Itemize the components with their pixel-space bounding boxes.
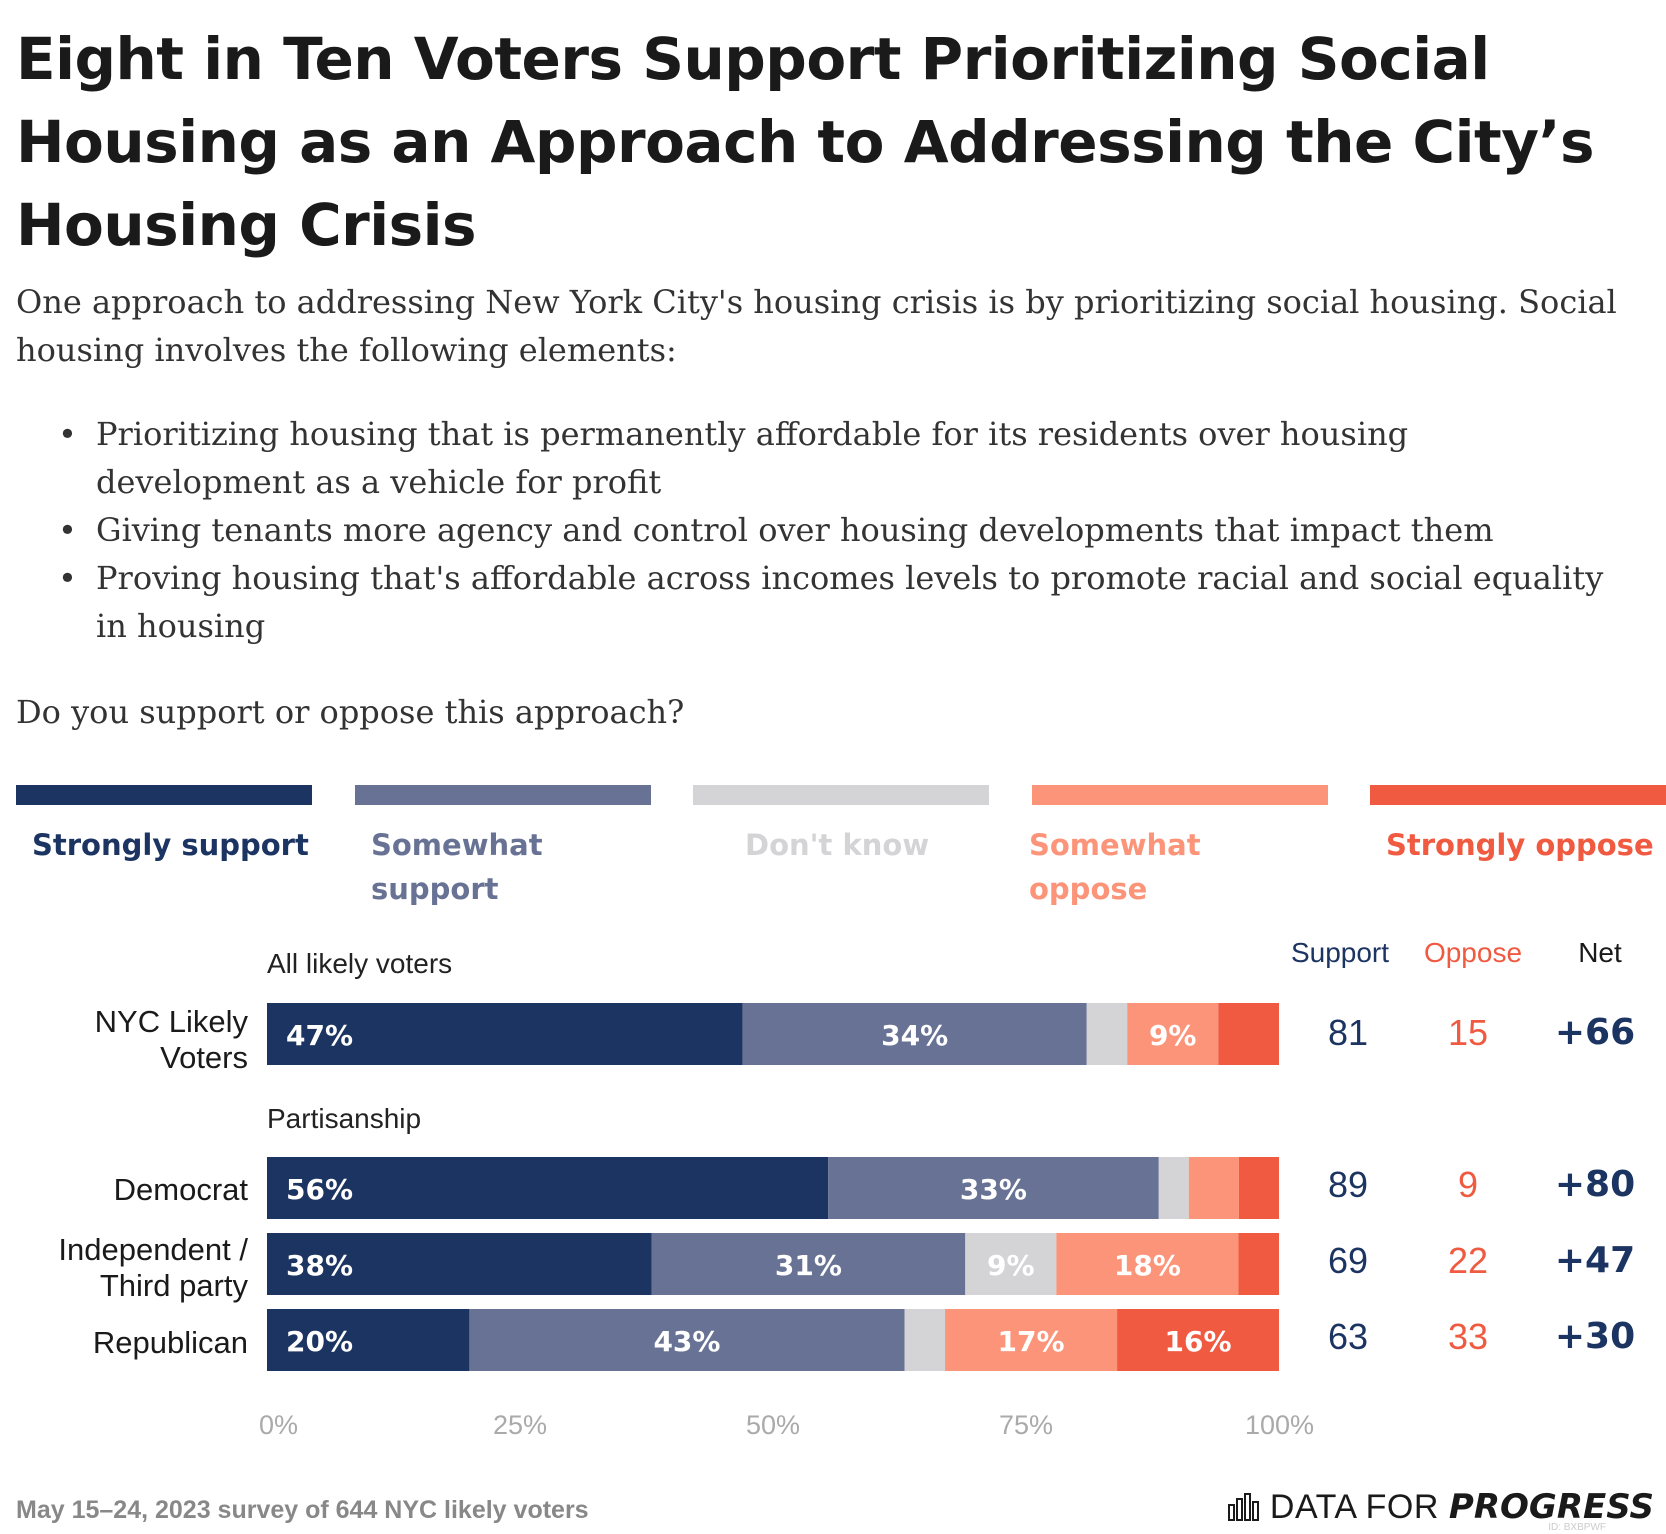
bar-segment-somewhat-support bbox=[469, 1309, 905, 1371]
bar-data-label: 38% bbox=[286, 1249, 353, 1282]
bar-segment-strongly-oppose bbox=[1117, 1309, 1279, 1371]
bar-data-label: 43% bbox=[653, 1325, 720, 1358]
legend-label: Don't know bbox=[745, 828, 930, 862]
bar-data-label: 9% bbox=[1149, 1019, 1197, 1052]
support-value: 89 bbox=[1327, 1164, 1369, 1205]
bar-data-label: 16% bbox=[1165, 1325, 1232, 1358]
bullet-list: Prioritizing housing that is permanently… bbox=[50, 410, 1610, 650]
x-tick-label: 75% bbox=[999, 1410, 1053, 1440]
bar-data-label: 18% bbox=[1114, 1249, 1181, 1282]
oppose-value: 33 bbox=[1447, 1316, 1489, 1357]
legend-strongly-oppose: Strongly oppose bbox=[1370, 785, 1666, 867]
legend-label: Strongly oppose bbox=[1386, 828, 1654, 862]
bar-segment-somewhat-support bbox=[651, 1233, 966, 1295]
bar-segment-strongly-support bbox=[267, 1003, 743, 1065]
logo-text-light: DATA FOR bbox=[1269, 1487, 1439, 1526]
bar-segment-strongly-oppose bbox=[1218, 1003, 1279, 1065]
chart-title: Eight in Ten Voters Support Prioritizing… bbox=[16, 25, 1595, 259]
bar-chart-icon bbox=[1227, 1493, 1259, 1521]
bar-data-label: 17% bbox=[998, 1325, 1065, 1358]
net-value: +66 bbox=[1554, 1012, 1636, 1053]
bar-segment-strongly-support bbox=[267, 1233, 652, 1295]
bar-segment-dont-know bbox=[965, 1233, 1057, 1295]
net-value: +47 bbox=[1554, 1240, 1636, 1281]
bar-segment-somewhat-oppose bbox=[1056, 1233, 1239, 1295]
bar-segment-dont-know bbox=[904, 1309, 946, 1371]
x-tick-label: 0% bbox=[259, 1410, 298, 1440]
intro-text: One approach to addressing New York City… bbox=[16, 283, 1617, 369]
bar-segment-somewhat-support bbox=[828, 1157, 1159, 1219]
net-column-header: Net bbox=[1578, 937, 1622, 968]
support-column-header: Support bbox=[1290, 937, 1390, 968]
legend-swatch bbox=[693, 785, 989, 805]
legend-somewhat-oppose: Somewhat oppose bbox=[1029, 785, 1328, 911]
support-value: 63 bbox=[1327, 1316, 1369, 1357]
legend-dont-know: Don't know bbox=[693, 785, 989, 867]
bar-segment-strongly-oppose bbox=[1238, 1157, 1279, 1219]
bar-segment-somewhat-oppose bbox=[945, 1309, 1118, 1371]
oppose-column-header: Oppose bbox=[1423, 937, 1523, 968]
bullet-item: Proving housing that's affordable across… bbox=[50, 554, 1610, 650]
bar-data-label: 34% bbox=[881, 1019, 948, 1052]
bullet-item: Prioritizing housing that is permanently… bbox=[50, 410, 1610, 506]
row-label-independent: Independent / Third party bbox=[58, 1232, 248, 1303]
legend-swatch bbox=[355, 785, 651, 805]
bar-segment-somewhat-support bbox=[742, 1003, 1087, 1065]
x-tick-label: 100% bbox=[1245, 1410, 1314, 1440]
bar-data-label: 31% bbox=[775, 1249, 842, 1282]
bar-segment-dont-know bbox=[1086, 1003, 1128, 1065]
bar-segment-strongly-support bbox=[267, 1157, 829, 1219]
support-value: 81 bbox=[1327, 1012, 1369, 1053]
bar-segment-strongly-oppose bbox=[1238, 1233, 1279, 1295]
oppose-value: 9 bbox=[1457, 1164, 1479, 1205]
group-label-all: All likely voters bbox=[267, 948, 453, 979]
group-label-partisanship: Partisanship bbox=[267, 1103, 422, 1134]
row-label-nyc: NYC Likely Voters bbox=[94, 1004, 248, 1075]
support-value: 69 bbox=[1327, 1240, 1369, 1281]
bar-segment-somewhat-oppose bbox=[1127, 1003, 1219, 1065]
bar-data-label: 56% bbox=[286, 1173, 353, 1206]
legend-swatch bbox=[1370, 785, 1666, 805]
question-text: Do you support or oppose this approach? bbox=[16, 693, 685, 731]
net-value: +80 bbox=[1554, 1164, 1636, 1205]
bar-data-label: 9% bbox=[987, 1249, 1035, 1282]
bar-data-label: 47% bbox=[286, 1019, 353, 1052]
legend-label: Strongly support bbox=[32, 828, 309, 862]
x-tick-label: 50% bbox=[746, 1410, 800, 1440]
oppose-value: 15 bbox=[1447, 1012, 1489, 1053]
bar-data-label: 33% bbox=[960, 1173, 1027, 1206]
row-label-democrat: Democrat bbox=[113, 1172, 248, 1207]
net-value: +30 bbox=[1554, 1316, 1636, 1357]
bar-segment-strongly-support bbox=[267, 1309, 470, 1371]
legend-swatch bbox=[16, 785, 312, 805]
row-label-republican: Republican bbox=[92, 1325, 248, 1360]
bar-segment-dont-know bbox=[1158, 1157, 1189, 1219]
logo: DATA FOR PROGRESS bbox=[1227, 1484, 1654, 1530]
legend-label: Somewhat oppose bbox=[1029, 828, 1201, 906]
logo-text-bold: PROGRESS bbox=[1448, 1487, 1654, 1527]
watermark: ID: BXBPWF bbox=[1548, 1522, 1606, 1533]
legend-strongly-support: Strongly support bbox=[16, 785, 312, 867]
footer-source: May 15–24, 2023 survey of 644 NYC likely… bbox=[16, 1496, 589, 1524]
legend-swatch bbox=[1032, 785, 1328, 805]
x-tick-label: 25% bbox=[493, 1410, 547, 1440]
bar-data-label: 20% bbox=[286, 1325, 353, 1358]
legend-label: Somewhat support bbox=[371, 828, 543, 906]
legend-somewhat-support: Somewhat support bbox=[355, 785, 651, 911]
bullet-item: Giving tenants more agency and control o… bbox=[50, 506, 1610, 554]
bar-segment-somewhat-oppose bbox=[1188, 1157, 1239, 1219]
oppose-value: 22 bbox=[1447, 1240, 1489, 1281]
